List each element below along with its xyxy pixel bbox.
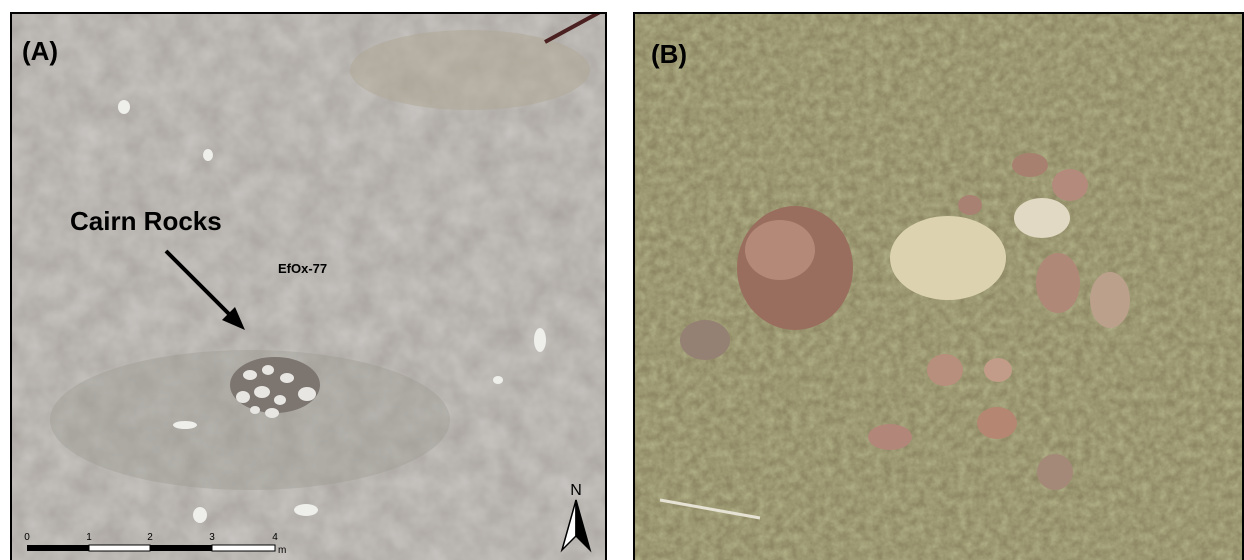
cairn bbox=[230, 357, 320, 418]
grass-patch bbox=[50, 350, 450, 490]
scale-segment bbox=[150, 545, 212, 551]
scale-label: 0 bbox=[24, 532, 30, 543]
annotation: Cairn Rocks bbox=[70, 206, 222, 236]
stick bbox=[544, 12, 601, 44]
north-label: N bbox=[570, 482, 582, 499]
panel-b bbox=[633, 12, 1244, 560]
scale-unit: m bbox=[278, 545, 286, 556]
arrow-line bbox=[164, 249, 234, 319]
scale-label: 2 bbox=[147, 532, 153, 543]
panel-label: (B) bbox=[651, 39, 687, 69]
scale-label: 4 bbox=[272, 532, 278, 543]
site-label: EfOx-77 bbox=[278, 261, 327, 276]
dry-patch bbox=[350, 30, 590, 110]
panel-label: (A) bbox=[22, 36, 58, 66]
scale-label: 1 bbox=[86, 532, 92, 543]
panel-border bbox=[633, 12, 1244, 560]
scale-segment bbox=[27, 545, 89, 551]
arrow-head bbox=[222, 307, 245, 330]
scale-segment bbox=[211, 544, 276, 552]
panel-a bbox=[10, 12, 607, 560]
scale-bar bbox=[27, 544, 276, 552]
panel-border bbox=[10, 12, 607, 560]
white-spots bbox=[118, 100, 546, 523]
north-arrow bbox=[575, 499, 592, 553]
scale-label: 3 bbox=[209, 532, 215, 543]
grass-stem bbox=[659, 498, 761, 520]
rocks bbox=[680, 153, 1130, 490]
scale-segment bbox=[88, 544, 151, 552]
